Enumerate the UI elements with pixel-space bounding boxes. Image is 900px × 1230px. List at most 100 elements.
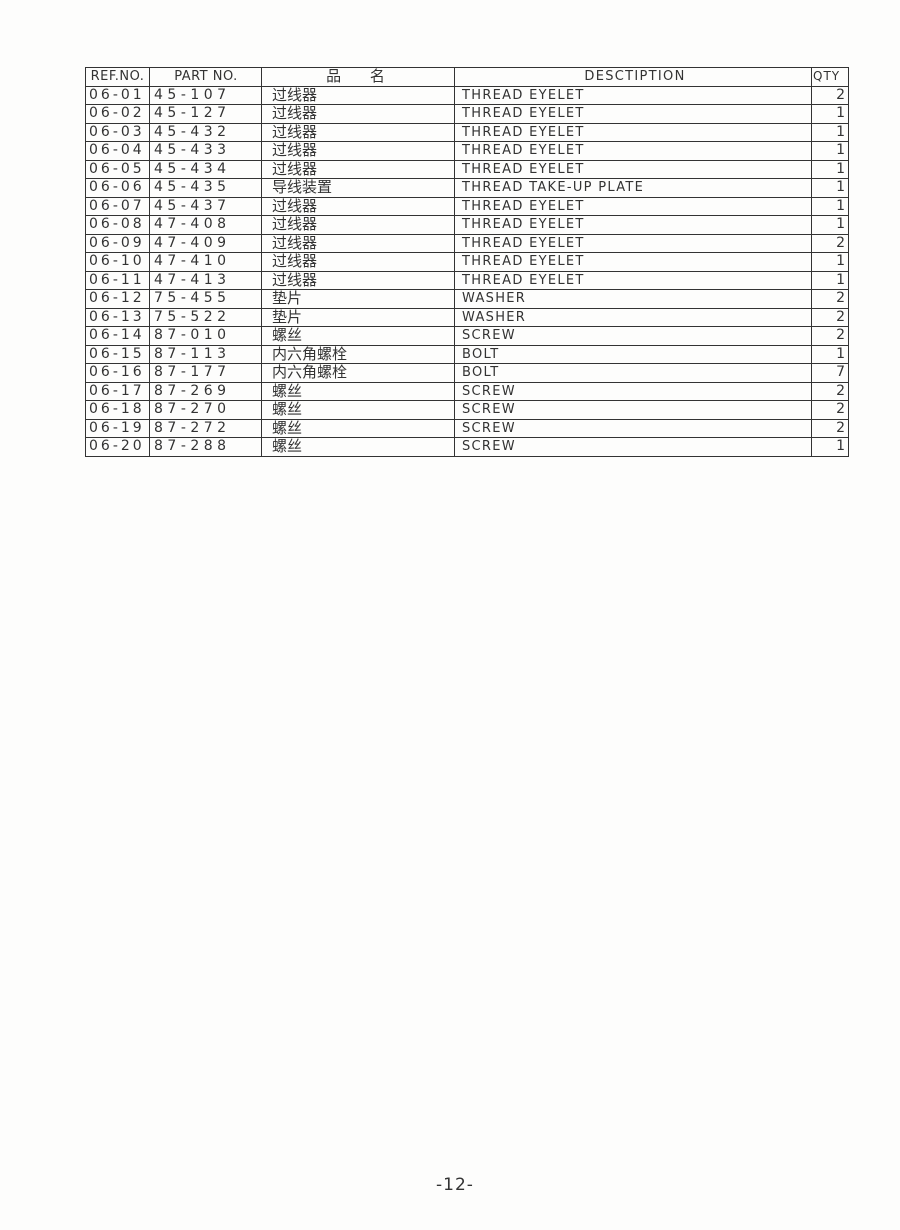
cell-description: THREAD EYELET: [454, 159, 812, 179]
cell-part-no: 87-270: [149, 400, 262, 420]
cell-description: BOLT: [454, 363, 812, 383]
cell-qty: 1: [811, 178, 849, 198]
cell-name-cn: 内六角螺栓: [261, 344, 455, 364]
cell-name-cn: 过线器: [261, 104, 455, 124]
table-row: 06-15 87-113 内六角螺栓 BOLT 1: [85, 344, 849, 364]
table-row: 06-17 87-269 螺丝 SCREW 2: [85, 381, 849, 401]
cell-ref-no: 06-05: [85, 159, 150, 179]
cell-qty: 1: [811, 437, 849, 457]
cell-part-no: 47-409: [149, 233, 262, 253]
table-row: 06-05 45-434 过线器 THREAD EYELET 1: [85, 159, 849, 179]
cell-part-no: 47-408: [149, 215, 262, 235]
cell-qty: 2: [811, 400, 849, 420]
cell-ref-no: 06-11: [85, 270, 150, 290]
cell-description: BOLT: [454, 344, 812, 364]
cell-name-cn: 螺丝: [261, 437, 455, 457]
cell-name-cn: 过线器: [261, 122, 455, 142]
cell-qty: 1: [811, 215, 849, 235]
cell-qty: 2: [811, 85, 849, 105]
cell-ref-no: 06-02: [85, 104, 150, 124]
cell-description: SCREW: [454, 326, 812, 346]
table-header-row: REF.NO. PART NO. 品 名 DESCTIPTION QTY: [85, 67, 849, 87]
cell-name-cn: 垫片: [261, 307, 455, 327]
cell-qty: 1: [811, 344, 849, 364]
cell-qty: 2: [811, 289, 849, 309]
header-name-cn: 品 名: [261, 67, 455, 87]
table-row: 06-13 75-522 垫片 WASHER 2: [85, 307, 849, 327]
cell-part-no: 45-437: [149, 196, 262, 216]
cell-qty: 1: [811, 196, 849, 216]
cell-ref-no: 06-16: [85, 363, 150, 383]
cell-qty: 2: [811, 418, 849, 438]
cell-description: WASHER: [454, 289, 812, 309]
cell-description: SCREW: [454, 418, 812, 438]
table-row: 06-10 47-410 过线器 THREAD EYELET 1: [85, 252, 849, 272]
cell-part-no: 87-177: [149, 363, 262, 383]
table-row: 06-11 47-413 过线器 THREAD EYELET 1: [85, 270, 849, 290]
cell-part-no: 47-413: [149, 270, 262, 290]
table-row: 06-20 87-288 螺丝 SCREW 1: [85, 437, 849, 457]
cell-description: THREAD EYELET: [454, 141, 812, 161]
cell-description: THREAD EYELET: [454, 104, 812, 124]
table-row: 06-16 87-177 内六角螺栓 BOLT 7: [85, 363, 849, 383]
table-row: 06-03 45-432 过线器 THREAD EYELET 1: [85, 122, 849, 142]
cell-ref-no: 06-12: [85, 289, 150, 309]
cell-description: SCREW: [454, 437, 812, 457]
cell-ref-no: 06-13: [85, 307, 150, 327]
cell-ref-no: 06-03: [85, 122, 150, 142]
cell-part-no: 87-113: [149, 344, 262, 364]
table-row: 06-04 45-433 过线器 THREAD EYELET 1: [85, 141, 849, 161]
cell-ref-no: 06-17: [85, 381, 150, 401]
cell-description: SCREW: [454, 381, 812, 401]
cell-description: SCREW: [454, 400, 812, 420]
cell-name-cn: 过线器: [261, 215, 455, 235]
cell-name-cn: 螺丝: [261, 381, 455, 401]
cell-description: THREAD EYELET: [454, 215, 812, 235]
cell-qty: 2: [811, 233, 849, 253]
cell-description: THREAD EYELET: [454, 270, 812, 290]
cell-ref-no: 06-14: [85, 326, 150, 346]
cell-description: WASHER: [454, 307, 812, 327]
cell-ref-no: 06-04: [85, 141, 150, 161]
cell-name-cn: 过线器: [261, 233, 455, 253]
cell-name-cn: 螺丝: [261, 326, 455, 346]
cell-description: THREAD EYELET: [454, 233, 812, 253]
cell-name-cn: 螺丝: [261, 418, 455, 438]
cell-part-no: 75-522: [149, 307, 262, 327]
cell-name-cn: 过线器: [261, 85, 455, 105]
parts-table: REF.NO. PART NO. 品 名 DESCTIPTION QTY 06-…: [85, 67, 849, 457]
cell-name-cn: 垫片: [261, 289, 455, 309]
cell-part-no: 45-433: [149, 141, 262, 161]
cell-name-cn: 过线器: [261, 270, 455, 290]
cell-description: THREAD TAKE-UP PLATE: [454, 178, 812, 198]
cell-part-no: 87-010: [149, 326, 262, 346]
cell-name-cn: 螺丝: [261, 400, 455, 420]
table-row: 06-12 75-455 垫片 WASHER 2: [85, 289, 849, 309]
cell-ref-no: 06-19: [85, 418, 150, 438]
cell-ref-no: 06-10: [85, 252, 150, 272]
cell-ref-no: 06-09: [85, 233, 150, 253]
table-row: 06-08 47-408 过线器 THREAD EYELET 1: [85, 215, 849, 235]
header-description: DESCTIPTION: [454, 67, 812, 87]
cell-qty: 7: [811, 363, 849, 383]
table-row: 06-09 47-409 过线器 THREAD EYELET 2: [85, 233, 849, 253]
cell-name-cn: 过线器: [261, 252, 455, 272]
cell-name-cn: 过线器: [261, 141, 455, 161]
cell-part-no: 87-288: [149, 437, 262, 457]
cell-description: THREAD EYELET: [454, 196, 812, 216]
cell-ref-no: 06-07: [85, 196, 150, 216]
cell-ref-no: 06-15: [85, 344, 150, 364]
cell-part-no: 45-107: [149, 85, 262, 105]
cell-ref-no: 06-01: [85, 85, 150, 105]
cell-qty: 1: [811, 141, 849, 161]
table-row: 06-18 87-270 螺丝 SCREW 2: [85, 400, 849, 420]
cell-description: THREAD EYELET: [454, 85, 812, 105]
header-ref-no: REF.NO.: [85, 67, 150, 87]
cell-qty: 2: [811, 307, 849, 327]
cell-qty: 1: [811, 159, 849, 179]
table-row: 06-07 45-437 过线器 THREAD EYELET 1: [85, 196, 849, 216]
cell-description: THREAD EYELET: [454, 122, 812, 142]
header-part-no: PART NO.: [149, 67, 262, 87]
cell-qty: 2: [811, 326, 849, 346]
